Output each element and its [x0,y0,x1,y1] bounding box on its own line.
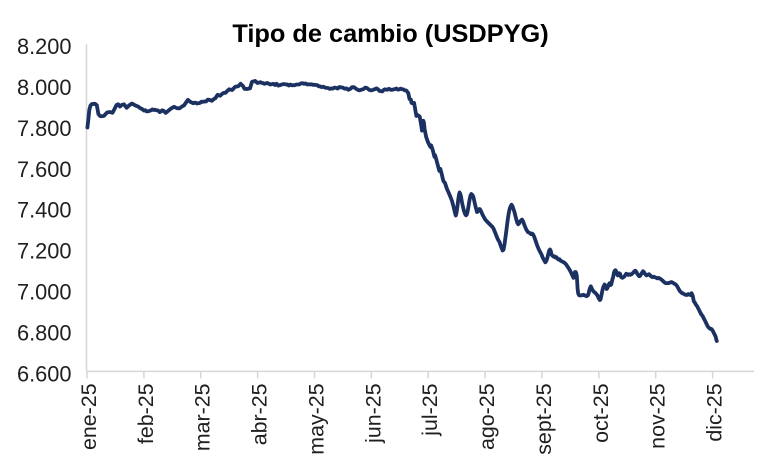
svg-text:8.200: 8.200 [17,34,72,59]
svg-text:may-25: may-25 [305,383,329,454]
svg-text:nov-25: nov-25 [646,383,670,448]
svg-text:8.000: 8.000 [17,75,72,100]
svg-text:dic-25: dic-25 [703,383,727,441]
svg-text:jul-25: jul-25 [418,383,442,436]
svg-text:7.800: 7.800 [17,116,72,141]
svg-text:6.600: 6.600 [17,361,72,386]
svg-text:7.000: 7.000 [17,280,72,305]
svg-text:jun-25: jun-25 [361,383,385,443]
svg-text:ene-25: ene-25 [77,383,101,450]
svg-text:7.400: 7.400 [17,198,72,223]
svg-text:feb-25: feb-25 [134,383,158,444]
svg-text:oct-25: oct-25 [589,383,613,442]
svg-text:ago-25: ago-25 [475,383,499,450]
svg-text:abr-25: abr-25 [248,383,272,445]
svg-text:sept-25: sept-25 [532,383,556,454]
svg-text:mar-25: mar-25 [191,383,215,451]
svg-text:7.200: 7.200 [17,239,72,264]
svg-text:Tipo de cambio (USDPYG): Tipo de cambio (USDPYG) [232,20,548,48]
svg-text:6.800: 6.800 [17,320,72,345]
svg-text:7.600: 7.600 [17,157,72,182]
